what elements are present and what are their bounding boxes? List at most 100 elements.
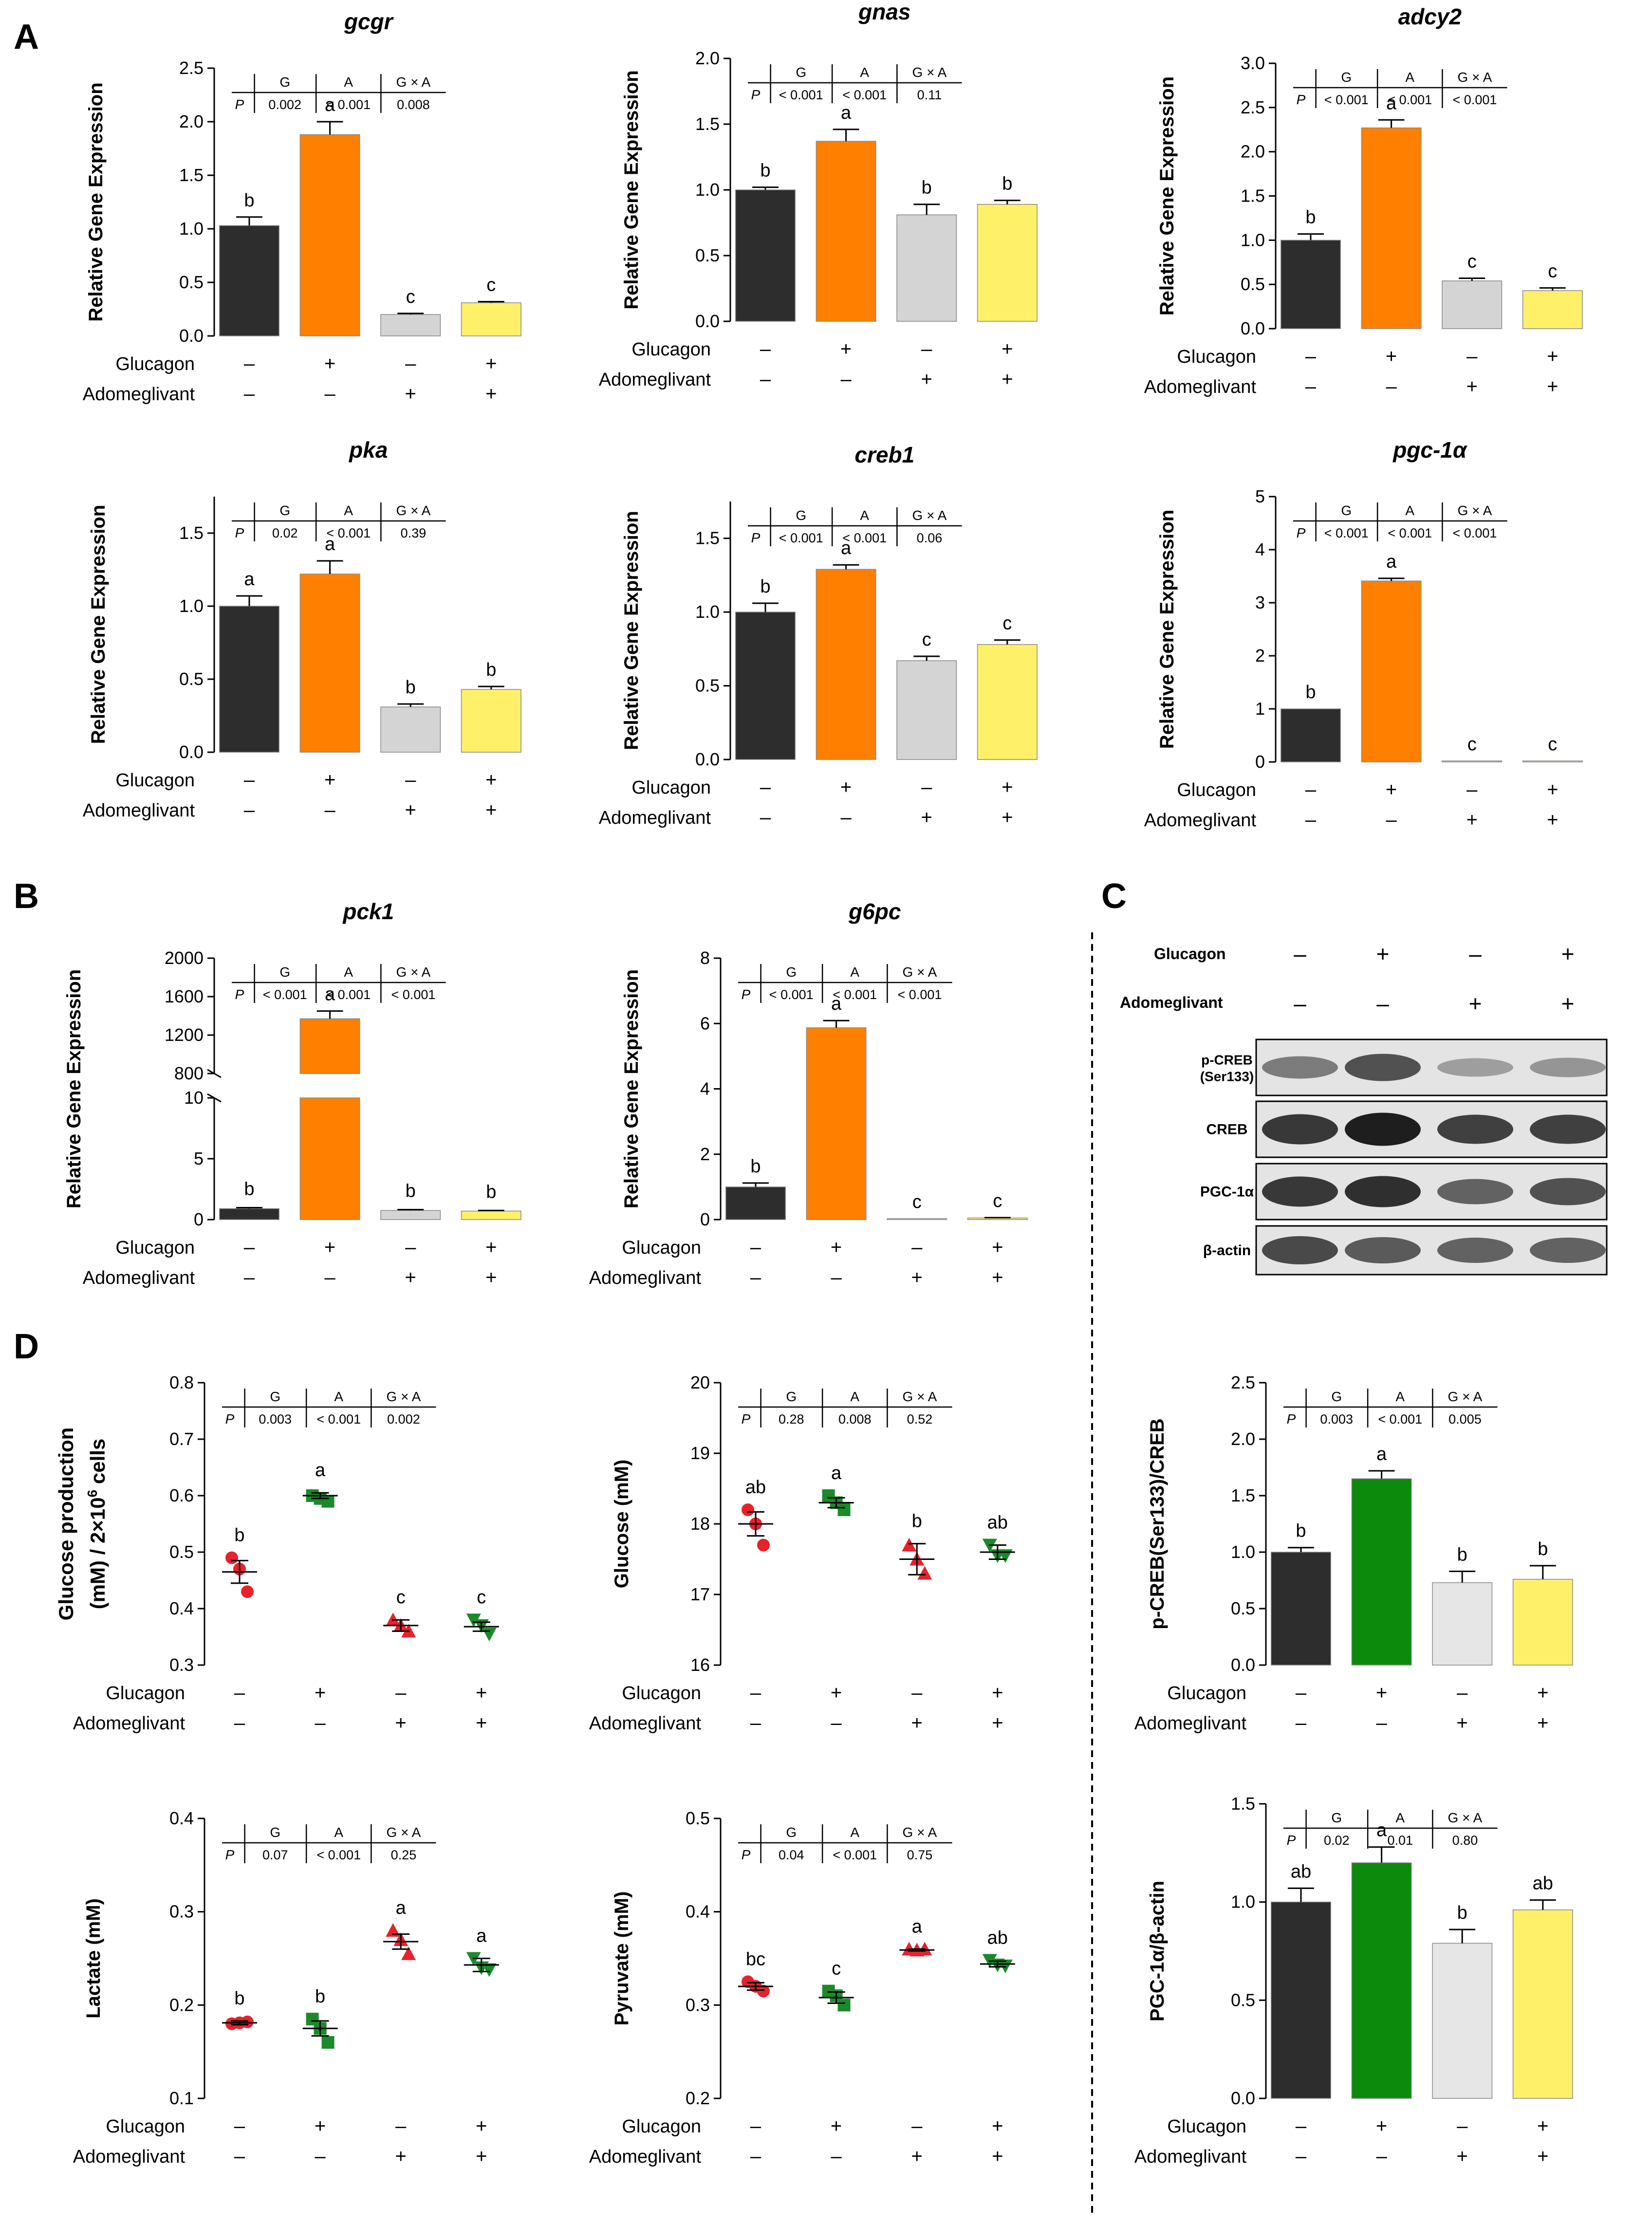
blot-label: (Ser133) [1200, 1069, 1254, 1084]
y-tick-label: 1200 [165, 1025, 204, 1045]
glucagon-sign: + [485, 353, 497, 374]
glucagon-sign: – [405, 769, 416, 791]
stats-header: G × A [1448, 1810, 1483, 1825]
adomeglivant-sign: – [244, 799, 255, 821]
glucagon-sign: – [1305, 779, 1317, 800]
chart-title: g6pc [848, 899, 901, 924]
stats-p-value: < 0.001 [779, 531, 823, 545]
significance-letter: c [396, 1587, 406, 1608]
significance-letter: a [325, 95, 335, 115]
chart-lactate: 0.1 0.2 0.3 0.4 Lactate (mM) b b a a G A G × A P 0.07… [73, 1808, 499, 2167]
stats-p-value: < 0.001 [1388, 93, 1432, 107]
y-tick-label: 0.5 [695, 245, 720, 265]
data-point [401, 1946, 416, 1960]
significance-letter: b [912, 1511, 922, 1532]
y-tick-label: 0.0 [1231, 2088, 1255, 2108]
stats-p-value: < 0.001 [316, 1848, 361, 1862]
y-tick-label: 16 [690, 1655, 710, 1675]
stats-row-label: P [1287, 1411, 1296, 1427]
y-axis-label: Glucose production [55, 1427, 77, 1621]
adomeglivant-sign: + [1002, 807, 1013, 828]
adomeglivant-sign: + [992, 1712, 1003, 1734]
adomeglivant-sign: – [234, 2146, 245, 2167]
row-label-adomeglivant: Adomeglivant [83, 1268, 195, 1288]
stats-header: G [279, 74, 290, 90]
stats-header: G [279, 964, 290, 980]
bar [735, 189, 796, 322]
glucagon-sign: – [234, 1682, 245, 1704]
glucagon-sign: + [992, 1237, 1003, 1258]
stats-header: A [850, 1389, 859, 1404]
chart-title: pck1 [342, 899, 394, 924]
y-tick-label: 19 [690, 1443, 710, 1463]
stats-row-label: P [225, 1411, 235, 1427]
row-label-adomeglivant: Adomeglivant [589, 1713, 702, 1734]
glucagon-sign: + [315, 2115, 326, 2137]
stats-p-value: < 0.001 [1378, 1412, 1422, 1427]
adomeglivant-sign: + [1537, 2146, 1548, 2167]
glucagon-sign: – [750, 1682, 761, 1704]
blot-band [1345, 1112, 1421, 1146]
significance-letter: c [486, 275, 496, 296]
stats-p-value: < 0.001 [1453, 93, 1497, 107]
adomeglivant-sign: – [1305, 376, 1317, 397]
significance-letter: c [912, 1192, 922, 1212]
blot-glucagon-sign: – [1294, 941, 1306, 966]
chart-pgc1a: 0 1 2 3 4 5 Relative Gene Expression pgc-1α b a c c… [1144, 437, 1583, 831]
blot-band [1530, 1114, 1606, 1144]
row-label-adomeglivant: Adomeglivant [599, 808, 711, 828]
stats-row-label: P [751, 87, 761, 102]
glucagon-sign: + [324, 1237, 335, 1258]
row-label-glucagon: Glucagon [622, 1238, 701, 1258]
stats-p-value: 0.06 [917, 531, 943, 545]
bar [977, 644, 1038, 760]
stats-row-label: P [225, 1847, 235, 1862]
panel-letter-d: D [14, 1327, 39, 1366]
blot-treatment-label: Glucagon [1154, 945, 1226, 963]
data-point [241, 2015, 254, 2028]
glucagon-sign: + [324, 769, 335, 791]
glucagon-sign: – [395, 2115, 407, 2137]
significance-letter: b [760, 161, 770, 181]
blot-band [1437, 1114, 1513, 1144]
y-axis-label: Relative Gene Expression [621, 969, 642, 1208]
y-tick-label: 0.1 [169, 2088, 194, 2108]
adomeglivant-sign: + [476, 1712, 487, 1734]
bar [1442, 280, 1503, 329]
significance-letter: a [1376, 1444, 1387, 1464]
significance-letter: b [244, 190, 254, 211]
y-tick-label: 1.5 [695, 114, 720, 134]
glucagon-sign: – [1457, 1682, 1468, 1704]
glucagon-sign: – [395, 1682, 407, 1704]
adomeglivant-sign: – [750, 2146, 761, 2167]
stats-row-label: P [742, 1411, 751, 1427]
y-tick-label: 0.5 [179, 669, 204, 689]
y-tick-label: 1.0 [179, 596, 204, 616]
y-tick-label: 0.5 [1241, 274, 1265, 294]
stats-p-value: 0.01 [1387, 1833, 1413, 1848]
y-axis-label: Relative Gene Expression [85, 82, 107, 321]
stats-p-value: < 0.001 [769, 987, 814, 1002]
adomeglivant-sign: + [1002, 369, 1013, 390]
adomeglivant-sign: + [485, 799, 497, 821]
row-label-adomeglivant: Adomeglivant [73, 1713, 186, 1734]
blot-adomeglivant-sign: + [1561, 991, 1575, 1016]
stats-row-label: P [742, 987, 751, 1002]
row-label-glucagon: Glucagon [631, 778, 711, 798]
stats-p-value: 0.008 [397, 97, 430, 112]
y-tick-label: 1.5 [179, 523, 204, 543]
row-label-glucagon: Glucagon [1167, 2116, 1246, 2137]
y-axis-label: Pyruvate (mM) [611, 1891, 632, 2026]
glucagon-sign: – [911, 1237, 923, 1258]
adomeglivant-sign: + [395, 2146, 407, 2167]
stats-p-value: < 0.001 [1453, 526, 1497, 540]
stats-header: G [796, 508, 806, 523]
significance-letter: b [406, 677, 416, 698]
stats-row-label: P [235, 987, 244, 1002]
significance-letter: b [315, 1986, 325, 2007]
bar [1351, 1478, 1412, 1666]
y-tick-label: 2.5 [1241, 97, 1265, 117]
stats-p-value: 0.003 [1320, 1412, 1353, 1427]
stats-p-value: 0.75 [907, 1848, 933, 1862]
significance-letter: b [234, 1988, 244, 2009]
